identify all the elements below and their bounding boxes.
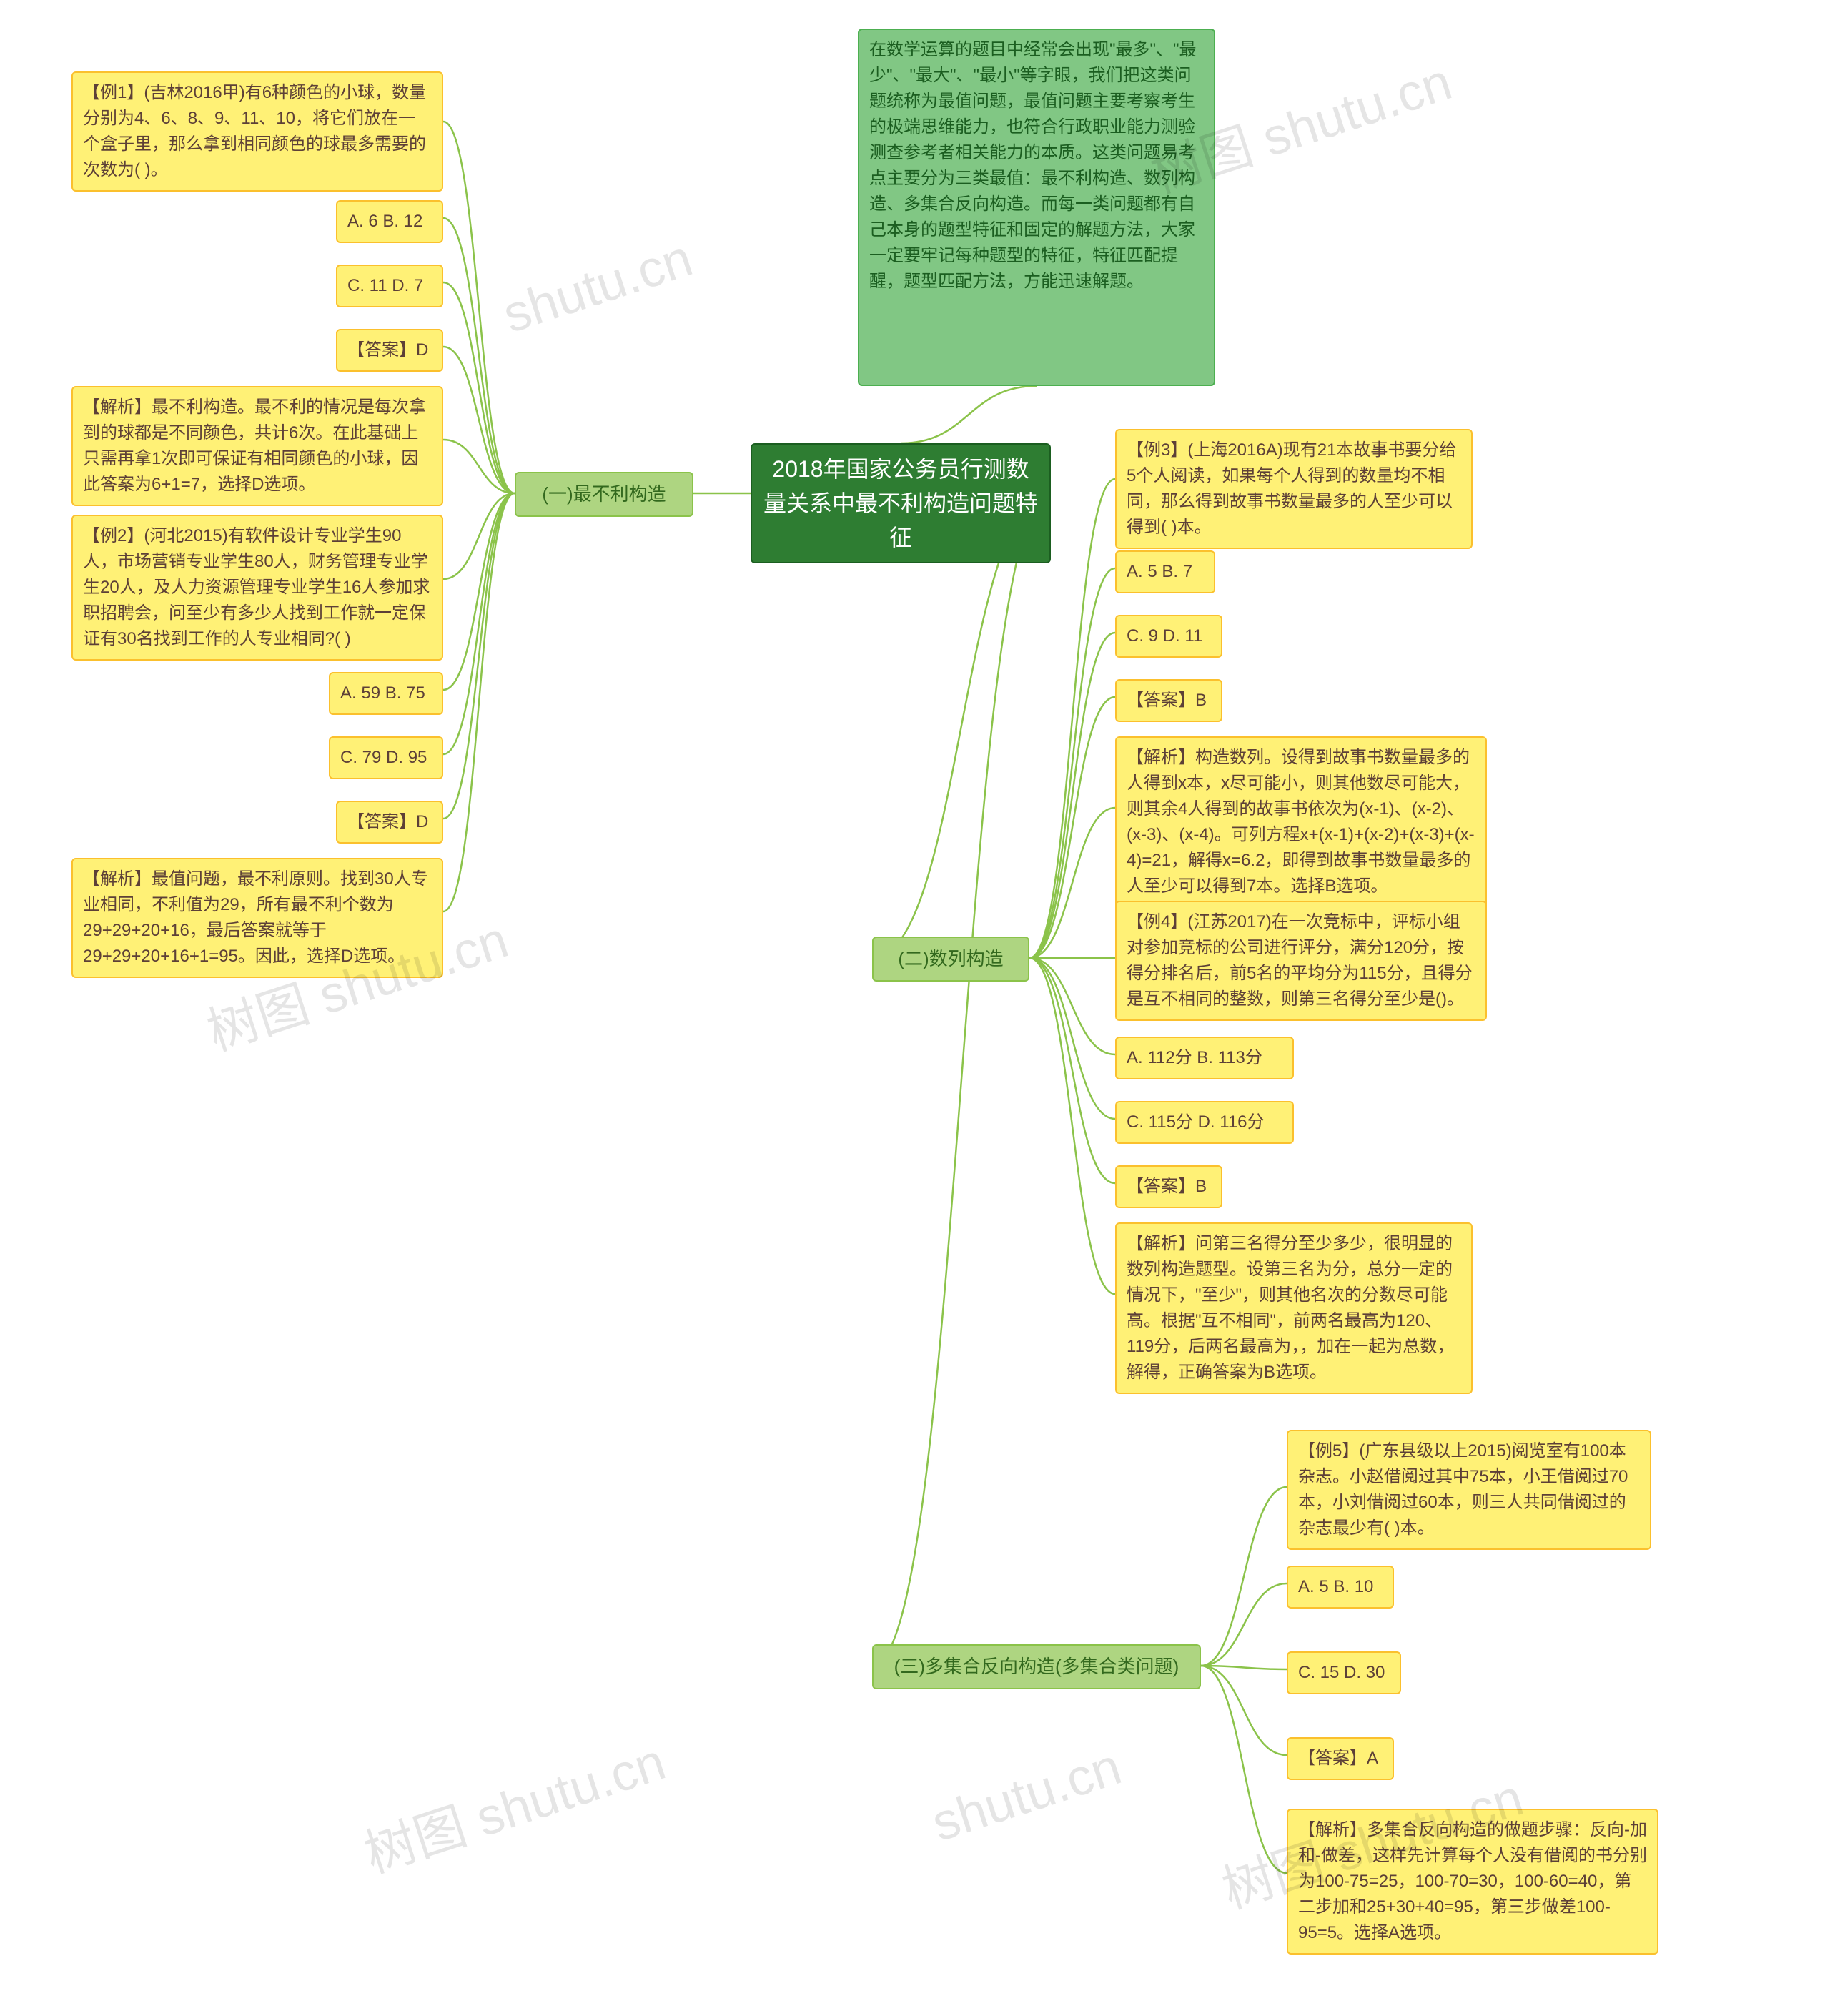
- leaf-node: 【解析】问第三名得分至少多少，很明显的数列构造题型。设第三名为分，总分一定的情况…: [1115, 1222, 1473, 1394]
- leaf-node: 【答案】B: [1115, 679, 1222, 722]
- leaf-node: C. 115分 D. 116分: [1115, 1101, 1294, 1144]
- leaf-node: A. 112分 B. 113分: [1115, 1037, 1294, 1079]
- leaf-node: 【例1】(吉林2016甲)有6种颜色的小球，数量分别为4、6、8、9、11、10…: [71, 71, 443, 192]
- leaf-node: 【例4】(江苏2017)在一次竞标中，评标小组对参加竞标的公司进行评分，满分12…: [1115, 901, 1487, 1021]
- leaf-node: A. 6 B. 12: [336, 200, 443, 243]
- leaf-node: C. 9 D. 11: [1115, 615, 1222, 658]
- leaf-node: 【解析】构造数列。设得到故事书数量最多的人得到x本，x尽可能小，则其他数尽可能大…: [1115, 736, 1487, 908]
- leaf-node: 【例2】(河北2015)有软件设计专业学生90人，市场营销专业学生80人，财务管…: [71, 515, 443, 661]
- center-topic: 2018年国家公务员行测数量关系中最不利构造问题特征: [751, 443, 1051, 563]
- leaf-node: A. 59 B. 75: [329, 672, 443, 715]
- leaf-node: 【解析】多集合反向构造的做题步骤：反向-加和-做差，这样先计算每个人没有借阅的书…: [1287, 1809, 1658, 1955]
- leaf-node: 【解析】最值问题，最不利原则。找到30人专业相同，不利值为29，所有最不利个数为…: [71, 858, 443, 978]
- category-node: (二)数列构造: [872, 937, 1029, 982]
- watermark: shutu.cn: [496, 229, 699, 345]
- leaf-node: A. 5 B. 7: [1115, 550, 1215, 593]
- category-node: (一)最不利构造: [515, 472, 693, 517]
- leaf-node: A. 5 B. 10: [1287, 1566, 1394, 1609]
- leaf-node: C. 79 D. 95: [329, 736, 443, 779]
- watermark: 树图 shutu.cn: [353, 1719, 673, 1887]
- intro-paragraph: 在数学运算的题目中经常会出现"最多"、"最少"、"最大"、"最小"等字眼，我们把…: [858, 29, 1215, 386]
- category-node: (三)多集合反向构造(多集合类问题): [872, 1644, 1201, 1689]
- leaf-node: 【答案】B: [1115, 1165, 1222, 1208]
- leaf-node: C. 11 D. 7: [336, 265, 443, 307]
- leaf-node: 【例5】(广东县级以上2015)阅览室有100本杂志。小赵借阅过其中75本，小王…: [1287, 1430, 1651, 1550]
- watermark: shutu.cn: [925, 1737, 1128, 1853]
- leaf-node: 【答案】D: [336, 801, 443, 844]
- leaf-node: 【答案】A: [1287, 1737, 1394, 1780]
- leaf-node: C. 15 D. 30: [1287, 1651, 1401, 1694]
- leaf-node: 【解析】最不利构造。最不利的情况是每次拿到的球都是不同颜色，共计6次。在此基础上…: [71, 386, 443, 506]
- leaf-node: 【例3】(上海2016A)现有21本故事书要分给5个人阅读，如果每个人得到的数量…: [1115, 429, 1473, 549]
- leaf-node: 【答案】D: [336, 329, 443, 372]
